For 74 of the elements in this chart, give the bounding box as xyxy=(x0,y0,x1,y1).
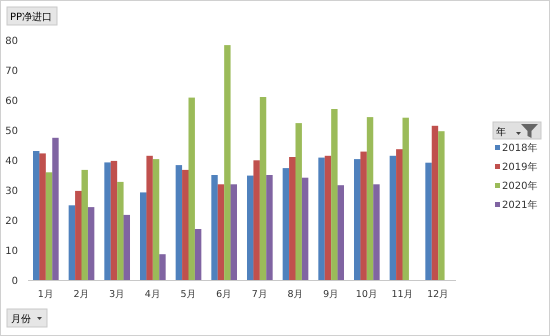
bar xyxy=(182,170,188,280)
y-tick-label: 60 xyxy=(5,96,18,107)
y-tick-label: 50 xyxy=(5,126,18,137)
bar xyxy=(224,45,231,280)
bar xyxy=(331,109,338,280)
bar xyxy=(146,156,153,280)
bar xyxy=(188,98,195,280)
bar xyxy=(110,160,118,280)
bar xyxy=(176,165,182,280)
bar xyxy=(338,185,344,280)
bar xyxy=(39,153,46,280)
bar xyxy=(366,117,374,280)
x-axis-title: 月份 xyxy=(11,314,31,325)
chart-title: PP净进口 xyxy=(10,11,52,23)
x-tick-label: 12月 xyxy=(427,289,450,300)
x-tick-label: 10月 xyxy=(356,289,378,300)
x-tick-label: 4月 xyxy=(144,289,161,300)
bar xyxy=(152,159,160,280)
y-tick-label: 10 xyxy=(5,246,18,257)
x-tick-label: 6月 xyxy=(216,289,232,300)
legend-label: 2019年 xyxy=(502,161,538,173)
bar xyxy=(32,151,40,280)
bar xyxy=(390,156,396,280)
bar xyxy=(266,175,273,280)
x-tick-label: 3月 xyxy=(109,289,126,300)
bar xyxy=(117,182,124,280)
bar xyxy=(194,229,202,280)
bar xyxy=(46,172,52,280)
x-tick-label: 11月 xyxy=(391,289,414,300)
bar xyxy=(360,152,367,280)
bar xyxy=(324,156,332,280)
bar xyxy=(246,176,254,280)
y-tick-label: 70 xyxy=(5,66,18,77)
bar xyxy=(68,205,76,280)
legend-label: 2021年 xyxy=(502,199,538,211)
bar xyxy=(218,184,224,280)
bar xyxy=(373,184,380,280)
bar xyxy=(438,131,445,280)
bar xyxy=(88,207,94,280)
bar xyxy=(282,168,290,280)
bar xyxy=(140,192,146,280)
x-tick-label: 8月 xyxy=(287,289,304,300)
bar xyxy=(296,123,302,280)
bar xyxy=(302,178,308,280)
x-tick-label: 1月 xyxy=(38,289,54,300)
x-tick-label: 2月 xyxy=(73,289,90,300)
bar xyxy=(104,162,111,280)
legend-title: 年 xyxy=(496,126,506,138)
x-tick-label: 5月 xyxy=(180,289,197,300)
x-tick-label: 9月 xyxy=(323,289,340,300)
legend-label: 2018年 xyxy=(502,142,538,154)
bar xyxy=(253,160,260,280)
bar xyxy=(159,254,166,280)
bar xyxy=(211,175,218,280)
bar xyxy=(124,214,130,280)
bar xyxy=(318,158,325,280)
bar xyxy=(425,162,432,280)
bar xyxy=(289,157,296,280)
bar xyxy=(354,159,360,280)
x-tick-label: 7月 xyxy=(252,289,268,300)
bar xyxy=(396,149,402,280)
y-tick-label: 0 xyxy=(12,276,18,287)
bar xyxy=(432,126,438,280)
legend-label: 2020年 xyxy=(502,180,538,192)
y-tick-label: 20 xyxy=(5,216,18,227)
y-tick-label: 40 xyxy=(5,156,18,167)
bar xyxy=(260,97,266,280)
bar xyxy=(402,118,409,280)
bar xyxy=(82,170,88,280)
y-tick-label: 30 xyxy=(5,186,18,197)
bar xyxy=(230,184,238,280)
y-tick-label: 80 xyxy=(5,36,18,47)
bar xyxy=(52,138,59,280)
bar xyxy=(75,190,82,280)
